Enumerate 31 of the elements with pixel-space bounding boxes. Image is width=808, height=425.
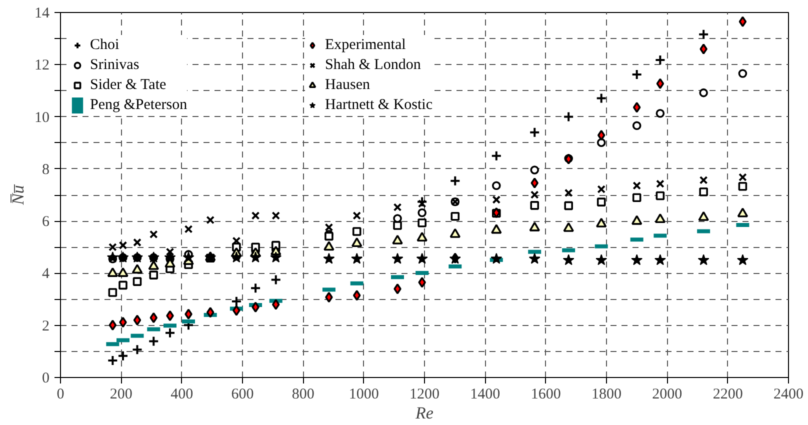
x-tick-label: 1400 [470, 386, 500, 402]
y-tick-label: 0 [42, 370, 50, 386]
y-tick-label: 6 [42, 214, 50, 230]
x-tick-label: 800 [292, 386, 314, 402]
legend-label: Shah & London [325, 56, 421, 74]
y-tick-label: 12 [34, 58, 50, 74]
legend-label: Srinivas [90, 56, 140, 74]
legend-label: Hartnett & Kostic [325, 96, 432, 114]
legend-label: Hausen [325, 76, 370, 94]
x-tick-label: 600 [231, 386, 254, 402]
y-axis-title: N̅u̅ [8, 184, 28, 206]
legend-label: Experimental [325, 36, 406, 54]
x-tick-label: 1200 [410, 386, 440, 402]
legend-label: Sider & Tate [90, 76, 166, 94]
x-tick-label: 1600 [530, 386, 561, 402]
x-tick-label: 2200 [712, 386, 743, 402]
x-tick-label: 2000 [652, 386, 682, 402]
x-tick-label: 1800 [592, 386, 622, 402]
x-tick-label: 0 [56, 386, 64, 402]
y-tick-label: 8 [42, 162, 50, 178]
x-axis-title: Re [414, 404, 434, 422]
y-tick-label: 10 [34, 110, 50, 126]
legend-label: Peng &Peterson [90, 96, 188, 114]
y-tick-label: 4 [42, 266, 50, 282]
x-tick-label: 1000 [348, 386, 379, 402]
y-tick-label: 2 [42, 318, 50, 334]
x-tick-label: 200 [110, 386, 132, 402]
x-tick-label: 400 [170, 386, 194, 402]
y-tick-label: 14 [34, 6, 50, 22]
legend-label: Choi [90, 36, 120, 54]
x-tick-label: 2400 [774, 386, 804, 402]
